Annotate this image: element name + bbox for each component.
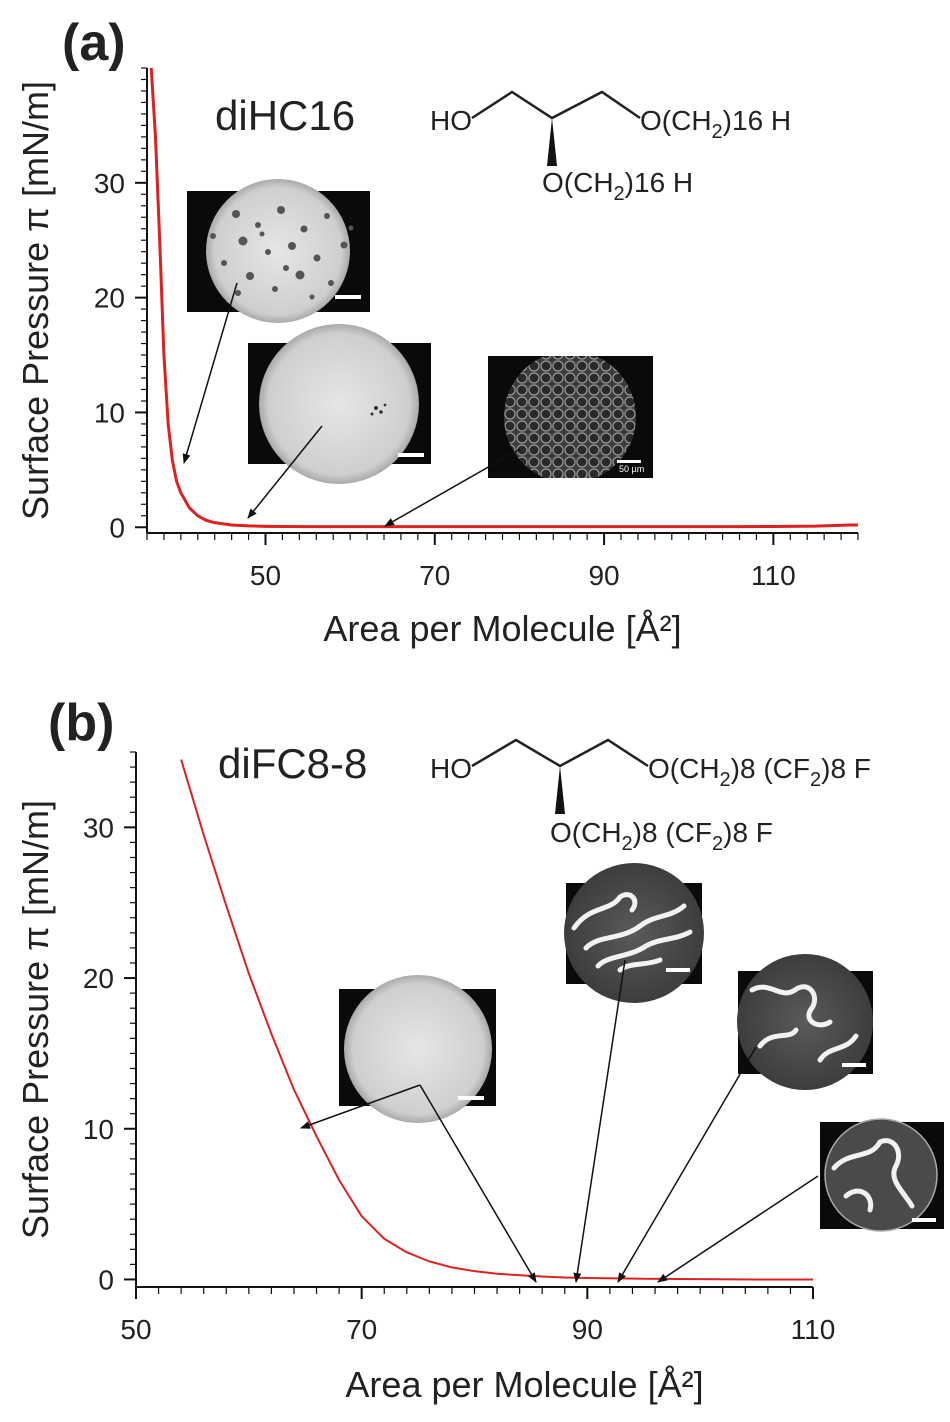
arrow-a3	[384, 448, 521, 527]
structure-b-backbone	[471, 738, 649, 768]
micrograph-a3-scale-label: 50 µm	[619, 464, 644, 474]
structure-b-wedge-bond	[555, 766, 565, 814]
panel-b-y-tick-label: 10	[83, 1114, 114, 1145]
panel-b-x-tick-label: 90	[572, 1314, 603, 1345]
panel-a: (a) diHC16 HO O(CH2)16 H O(CH2)16 H 50 70…	[15, 14, 859, 649]
panel-a-molecule-name: diHC16	[215, 92, 355, 139]
panel-a-x-tick-label: 110	[751, 560, 796, 591]
structure-b-chain: O(CH2)8 (CF2)8 F	[648, 753, 871, 791]
panel-a-x-axis-title: Area per Molecule [Å²]	[323, 608, 681, 649]
panel-b-molecule-name: diFC8-8	[218, 740, 367, 787]
micrograph-a1	[187, 179, 370, 323]
panel-a-y-tick-label: 10	[94, 397, 125, 428]
panel-b-x-tick-label: 110	[791, 1314, 836, 1345]
panel-a-x-tick-label: 90	[588, 560, 619, 591]
panel-a-y-tick-label: 30	[94, 168, 125, 199]
arrow-b5	[657, 1175, 819, 1283]
structure-b-branch: O(CH2)8 (CF2)8 F	[550, 817, 773, 855]
structure-a-wedge-bond	[547, 118, 557, 166]
panel-b-y-axis-title: Surface Pressure π [mN/m]	[15, 800, 56, 1239]
arrow-a1	[182, 282, 238, 464]
panel-a-y-axis-title: Surface Pressure π [mN/m]	[15, 81, 56, 520]
arrow-b2	[419, 1084, 537, 1283]
panel-b-label: (b)	[48, 694, 114, 752]
arrow-b4	[617, 1046, 757, 1283]
structure-b: HO O(CH2)8 (CF2)8 F O(CH2)8 (CF2)8 F	[430, 738, 871, 855]
panel-a-y-tick-label: 0	[109, 512, 125, 543]
arrow-b1	[300, 1084, 421, 1129]
micrograph-a2	[248, 324, 431, 484]
micrograph-a3: 50 µm	[488, 356, 653, 478]
structure-a-backbone	[471, 90, 641, 120]
panel-b-y-tick-label: 0	[98, 1264, 114, 1295]
structure-a-ho: HO	[430, 105, 472, 136]
panel-b-x-tick-label: 50	[120, 1314, 151, 1345]
panel-b-x-axis-title: Area per Molecule [Å²]	[345, 1364, 703, 1405]
micrograph-b4	[820, 1118, 944, 1232]
panel-a-y-tick-label: 20	[94, 283, 125, 314]
panel-a-label: (a)	[62, 14, 126, 72]
panel-a-x-tick-label: 70	[419, 560, 450, 591]
panel-b-y-tick-label: 20	[83, 963, 114, 994]
micrograph-b1	[339, 975, 496, 1123]
arrow-b3	[573, 959, 626, 1283]
panel-b-x-tick-label: 70	[346, 1314, 377, 1345]
structure-a: HO O(CH2)16 H O(CH2)16 H	[430, 90, 791, 205]
structure-b-ho: HO	[430, 753, 472, 784]
panel-a-x-tick-label: 50	[250, 560, 281, 591]
panel-b-y-tick-label: 30	[83, 812, 114, 843]
arrow-a2	[247, 425, 323, 519]
panel-b: (b) diFC8-8 HO O(CH2)8 (CF2)8 F O(CH2)8 …	[15, 694, 944, 1405]
panel-a-isotherm-line	[149, 67, 858, 529]
panel-b-isotherm-line	[180, 759, 813, 1281]
plot-b: 50 70 90 110 0 10 20 30 Area per Molecule [Å²] Su…	[15, 751, 836, 1405]
micrograph-b3	[737, 954, 873, 1090]
plot-a: 50 70 90 110 0 10 20 30 Area per Molecule [Å²] Su…	[15, 67, 859, 649]
structure-a-branch: O(CH2)16 H	[542, 167, 693, 205]
micrograph-b2	[564, 863, 704, 1003]
structure-a-chain: O(CH2)16 H	[640, 105, 791, 143]
